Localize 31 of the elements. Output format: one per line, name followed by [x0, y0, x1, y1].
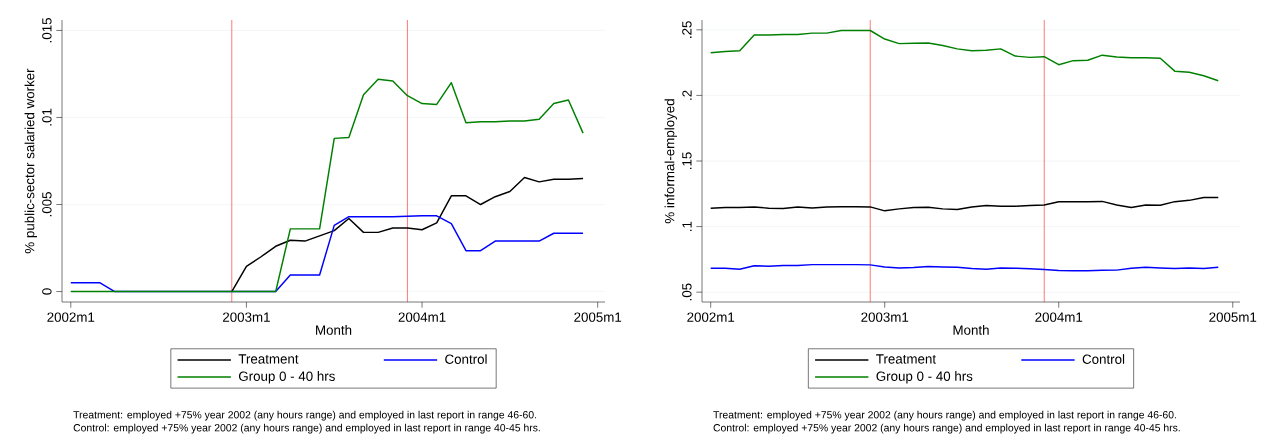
legend-label: Control	[1082, 354, 1125, 364]
text: Control: employed +75% year 2002 (any hours range) and employed in last report in range 40-45 hrs.	[713, 423, 1180, 434]
y-tick-label: .005	[42, 192, 52, 217]
y-tick-label: .1	[682, 221, 692, 231]
y-tick-label: .015	[42, 18, 52, 43]
y-tick-label: .2	[682, 90, 692, 100]
y-tick-label: .15	[682, 152, 692, 170]
y-tick-label: 0	[42, 288, 52, 295]
y-axis-title: % informal-employed	[664, 99, 677, 224]
x-tick-label: 2003m1	[223, 312, 270, 322]
y-axis-title: % public-sector salaried worker	[24, 68, 37, 254]
x-tick-label: 2003m1	[861, 312, 909, 322]
y-tick-label: .01	[42, 108, 52, 126]
text: Treatment: employed +75% year 2002 (any hours range) and employed in last report in range 46-60.	[713, 410, 1176, 421]
text: Control: employed +75% year 2002 (any hours range) and employed in last report in range 40-45 hrs.	[73, 423, 540, 434]
x-tick-label: 2005m1	[574, 312, 622, 322]
x-tick-label: 2002m1	[687, 312, 735, 322]
legend-label: Control	[445, 354, 487, 364]
legend-label: Treatment	[238, 354, 299, 364]
text: Treatment: employed +75% year 2002 (any hours range) and employed in last report in range 46-60.	[73, 410, 537, 421]
x-axis-title: Month	[953, 325, 989, 335]
legend-label: Group 0 - 40 hrs	[238, 371, 335, 384]
x-axis-title: Month	[316, 325, 352, 335]
legend-label: Treatment	[876, 354, 936, 364]
x-tick-label: 2004m1	[1035, 312, 1083, 322]
legend-label: Group 0 - 40 hrs	[876, 371, 973, 384]
y-tick-label: .25	[682, 21, 692, 38]
y-tick-label: .05	[682, 283, 692, 301]
x-tick-label: 2002m1	[47, 312, 95, 322]
x-tick-label: 2005m1	[1209, 312, 1257, 322]
x-tick-label: 2004m1	[398, 312, 446, 322]
